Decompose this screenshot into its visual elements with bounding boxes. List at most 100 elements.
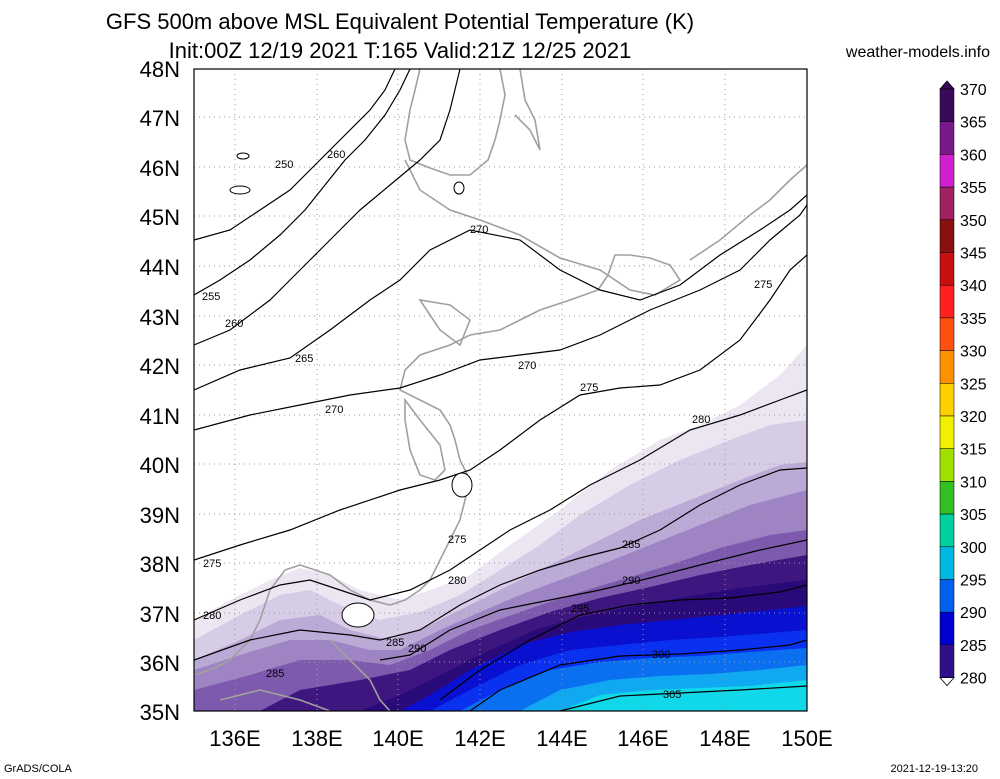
colorbar-label: 355 xyxy=(960,180,987,197)
footer-right: 2021-12-19-13:20 xyxy=(890,763,978,775)
contour-label-group: 250 260 255 260 265 270 270 270 275 275 … xyxy=(202,149,772,701)
latitude-axis: 48N 47N 46N 45N 44N 43N 42N 41N 40N 39N … xyxy=(140,57,180,725)
contour-label: 280 xyxy=(448,575,466,587)
lat-label: 41N xyxy=(140,404,180,429)
colorbar-label: 365 xyxy=(960,115,987,132)
colorbar-label: 300 xyxy=(960,540,987,557)
colorbar-segment xyxy=(939,317,955,351)
lat-label: 48N xyxy=(140,57,180,82)
colorbar-segment xyxy=(939,284,955,319)
lat-label: 36N xyxy=(140,651,180,676)
colorbar-segment xyxy=(939,121,955,155)
lon-label: 150E xyxy=(781,726,832,751)
colorbar-segment xyxy=(939,219,955,253)
lon-label: 136E xyxy=(209,726,260,751)
contour-label: 260 xyxy=(225,318,243,330)
colorbar-segment xyxy=(939,579,955,613)
colorbar-label: 350 xyxy=(960,213,987,230)
lon-label: 140E xyxy=(372,726,423,751)
contour-label: 265 xyxy=(295,353,313,365)
contour-label: 290 xyxy=(408,643,426,655)
colorbar-segment xyxy=(939,448,955,482)
colorbar-label: 360 xyxy=(960,147,987,164)
colorbar-label: 340 xyxy=(960,278,987,295)
lat-label: 39N xyxy=(140,503,180,528)
lon-label: 138E xyxy=(291,726,342,751)
footer-left: GrADS/COLA xyxy=(4,763,72,775)
contour-label: 280 xyxy=(203,610,221,622)
contours xyxy=(194,69,807,711)
contour-label: 280 xyxy=(692,414,710,426)
contour-label: 250 xyxy=(275,159,293,171)
chart-subtitle: Init:00Z 12/19 2021 T:165 Valid:21Z 12/2… xyxy=(168,38,632,63)
colorbar-segment xyxy=(939,383,955,417)
colorbar-label: 320 xyxy=(960,409,987,426)
colorbar-segment xyxy=(939,350,955,384)
contour-label: 270 xyxy=(518,360,536,372)
lon-label: 142E xyxy=(454,726,505,751)
colorbar-segment xyxy=(939,88,955,122)
contour-label: 275 xyxy=(203,558,221,570)
colorbar-segment xyxy=(939,481,955,515)
colorbar-segment xyxy=(939,415,955,449)
colorbar-segment xyxy=(939,513,955,548)
lat-label: 40N xyxy=(140,453,180,478)
contour-label: 290 xyxy=(622,575,640,587)
colorbar-label: 305 xyxy=(960,507,987,524)
lat-label: 35N xyxy=(140,700,180,725)
contour-label: 285 xyxy=(386,637,404,649)
lat-label: 46N xyxy=(140,156,180,181)
longitude-axis: 136E 138E 140E 142E 144E 146E 148E 150E xyxy=(209,726,832,751)
site-credit: weather-models.info xyxy=(845,44,990,61)
contour-label: 305 xyxy=(663,689,681,701)
colorbar-label: 330 xyxy=(960,344,987,361)
lon-label: 148E xyxy=(699,726,750,751)
colorbar-label: 310 xyxy=(960,474,987,491)
colorbar-segment xyxy=(939,611,955,646)
lat-label: 43N xyxy=(140,305,180,330)
lat-label: 47N xyxy=(140,106,180,131)
contour-label: 295 xyxy=(571,603,589,615)
colorbar-arrow-bottom xyxy=(939,677,955,687)
colorbar-label: 335 xyxy=(960,311,987,328)
colorbar-label: 315 xyxy=(960,442,987,459)
contour-label: 275 xyxy=(448,534,466,546)
chart-title: GFS 500m above MSL Equivalent Potential … xyxy=(105,9,695,34)
colorbar-label: 280 xyxy=(960,671,987,688)
colorbar-segment xyxy=(939,546,955,580)
colorbar-label: 295 xyxy=(960,573,987,590)
lat-label: 42N xyxy=(140,354,180,379)
contour-label: 285 xyxy=(622,539,640,551)
lon-label: 146E xyxy=(617,726,668,751)
colorbar: 370 365 360 355 350 345 340 335 330 325 320 315 310 3… xyxy=(939,80,987,688)
lat-label: 38N xyxy=(140,552,180,577)
map-frame xyxy=(193,68,808,712)
colorbar-label: 370 xyxy=(960,82,987,99)
colorbar-segment xyxy=(939,644,955,678)
colorbar-label: 285 xyxy=(960,638,987,655)
band-305 xyxy=(560,680,807,711)
colorbar-label: 345 xyxy=(960,246,987,263)
colorbar-segment xyxy=(939,252,955,286)
lon-label: 144E xyxy=(536,726,587,751)
contour-label: 300 xyxy=(652,649,670,661)
colorbar-label: 325 xyxy=(960,376,987,393)
colorbar-label: 290 xyxy=(960,605,987,622)
colorbar-arrow-top xyxy=(939,80,955,90)
shaded-field xyxy=(194,69,807,711)
contour-label: 270 xyxy=(325,404,343,416)
lat-label: 45N xyxy=(140,205,180,230)
colorbar-segment xyxy=(939,186,955,221)
contour-label: 260 xyxy=(327,149,345,161)
coastlines xyxy=(194,69,807,711)
contour-islands xyxy=(229,152,473,628)
contour-label: 275 xyxy=(580,382,598,394)
contour-label: 285 xyxy=(266,668,284,680)
lat-label: 44N xyxy=(140,255,180,280)
lat-label: 37N xyxy=(140,602,180,627)
colorbar-segment xyxy=(939,154,955,188)
contour-label: 275 xyxy=(754,279,772,291)
contour-label: 270 xyxy=(470,224,488,236)
contour-label: 255 xyxy=(202,291,220,303)
